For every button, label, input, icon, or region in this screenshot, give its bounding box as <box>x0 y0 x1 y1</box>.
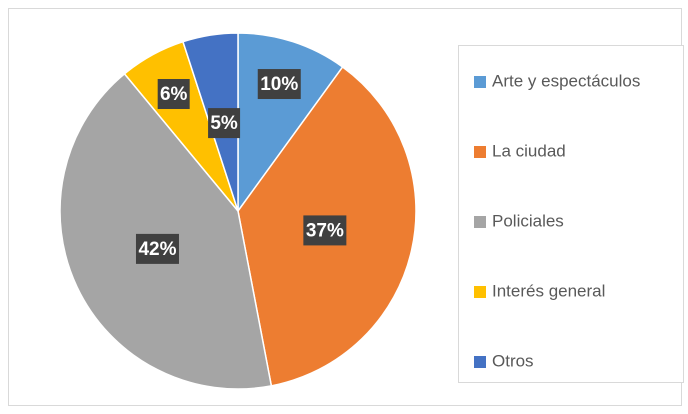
data-label: 42% <box>138 239 176 260</box>
legend-swatch <box>474 286 486 298</box>
data-label: 10% <box>260 74 298 95</box>
data-label: 37% <box>306 220 344 241</box>
legend-swatch <box>474 76 486 88</box>
data-label-box <box>157 79 190 110</box>
legend-label: Arte y espectáculos <box>492 71 640 90</box>
legend-box <box>458 45 684 383</box>
pie-slice <box>59 72 273 390</box>
legend-label: Otros <box>492 351 534 370</box>
data-label-box <box>208 108 241 139</box>
data-label-box <box>303 215 347 246</box>
legend-swatch <box>474 146 486 158</box>
legend-swatch <box>474 356 486 368</box>
legend-label: La ciudad <box>492 141 566 160</box>
data-label: 5% <box>210 113 238 134</box>
data-label: 6% <box>160 84 188 105</box>
data-label-box <box>135 233 179 264</box>
legend-label: Policiales <box>492 211 564 230</box>
legend-label: Interés general <box>492 281 605 300</box>
data-label-box <box>257 69 301 100</box>
legend-swatch <box>474 216 486 228</box>
